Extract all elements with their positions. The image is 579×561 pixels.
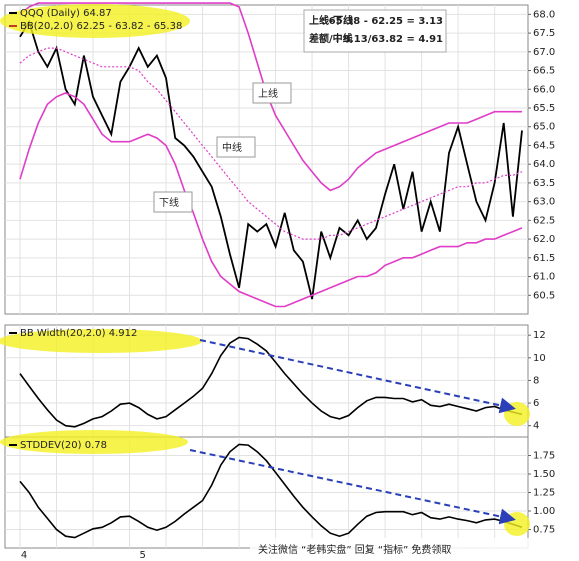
y-tick-label: 66.0	[533, 84, 555, 95]
highlight	[0, 329, 202, 353]
annotation-value: : 65.38 - 62.25 = 3.13	[321, 16, 443, 27]
y-tick-label: 64.5	[533, 140, 555, 151]
watermark-bg	[250, 538, 579, 561]
y-tick-label: 60.5	[533, 290, 555, 301]
watermark: 关注微信 “老韩实盘” 回复 “指标” 免费领取	[258, 543, 451, 556]
y-tick-label: 63.0	[533, 197, 555, 208]
annotation-box	[303, 9, 447, 53]
band-label-box	[252, 82, 292, 104]
y-tick-label: 8	[533, 375, 539, 386]
trend-arrow	[189, 449, 516, 525]
series-line	[19, 336, 523, 428]
legend-label: BB(20,2.0) 62.25 - 63.82 - 65.38	[20, 21, 182, 32]
y-tick-label: 4	[533, 421, 539, 432]
highlight	[504, 512, 530, 536]
annotation-label: 差额/中线	[309, 32, 353, 45]
y-tick-label: 62.5	[533, 215, 555, 226]
y-tick-label: 1.75	[533, 451, 555, 462]
y-tick-label: 65.0	[533, 122, 555, 133]
y-tick-label: 61.5	[533, 253, 555, 264]
legend-label: STDDEV(20) 0.78	[20, 440, 107, 451]
y-tick-label: 0.75	[533, 525, 555, 536]
y-tick-label: 10	[533, 353, 546, 364]
x-tick-label: 4	[21, 550, 27, 561]
plot-layer: 60.5 61.0 61.5 62.0 62.5 63.0 63.5 64.0 64.5 65.0…	[4, 2, 555, 549]
y-tick-label: 12	[533, 330, 546, 341]
band-label-box	[216, 136, 256, 158]
series-line	[19, 92, 523, 308]
series-line	[19, 47, 523, 240]
y-tick-label: 6	[533, 398, 539, 409]
y-tick-label: 66.5	[533, 66, 555, 77]
x-tick-label: 5	[139, 550, 145, 561]
legend-label: QQQ (Daily) 64.87	[20, 8, 112, 19]
series-line	[19, 19, 523, 300]
band-label: 下线	[159, 196, 179, 209]
annotation-value: : 3.13/63.82 = 4.91	[336, 34, 443, 45]
overlay: QQQ (Daily) 64.87 BB(20,2.0) 62.25 - 63.8…	[9, 8, 579, 561]
y-tick-label: 64.0	[533, 159, 555, 170]
plot-frame	[4, 4, 529, 315]
band-label: 中线	[222, 141, 242, 154]
y-tick-label: 63.5	[533, 178, 555, 189]
y-tick-label: 1.50	[533, 469, 555, 480]
y-tick-label: 1.00	[533, 506, 555, 517]
y-tick-label: 68.0	[533, 9, 555, 20]
y-tick-label: 67.5	[533, 28, 555, 39]
y-tick-label: 62.0	[533, 234, 555, 245]
legend-label: BB Width(20,2.0) 4.912	[20, 328, 137, 339]
y-tick-label: 1.25	[533, 488, 555, 499]
y-tick-label: 65.5	[533, 103, 555, 114]
annotation-label: 上线-下线	[309, 14, 353, 27]
series-line	[19, 2, 522, 192]
trend-arrow	[199, 339, 516, 414]
highlight	[0, 4, 190, 38]
y-tick-label: 67.0	[533, 47, 555, 58]
band-label-box	[153, 191, 193, 213]
highlight	[0, 430, 188, 454]
y-tick-label: 61.0	[533, 272, 555, 283]
band-label: 上线	[258, 87, 278, 100]
highlight	[504, 402, 530, 426]
